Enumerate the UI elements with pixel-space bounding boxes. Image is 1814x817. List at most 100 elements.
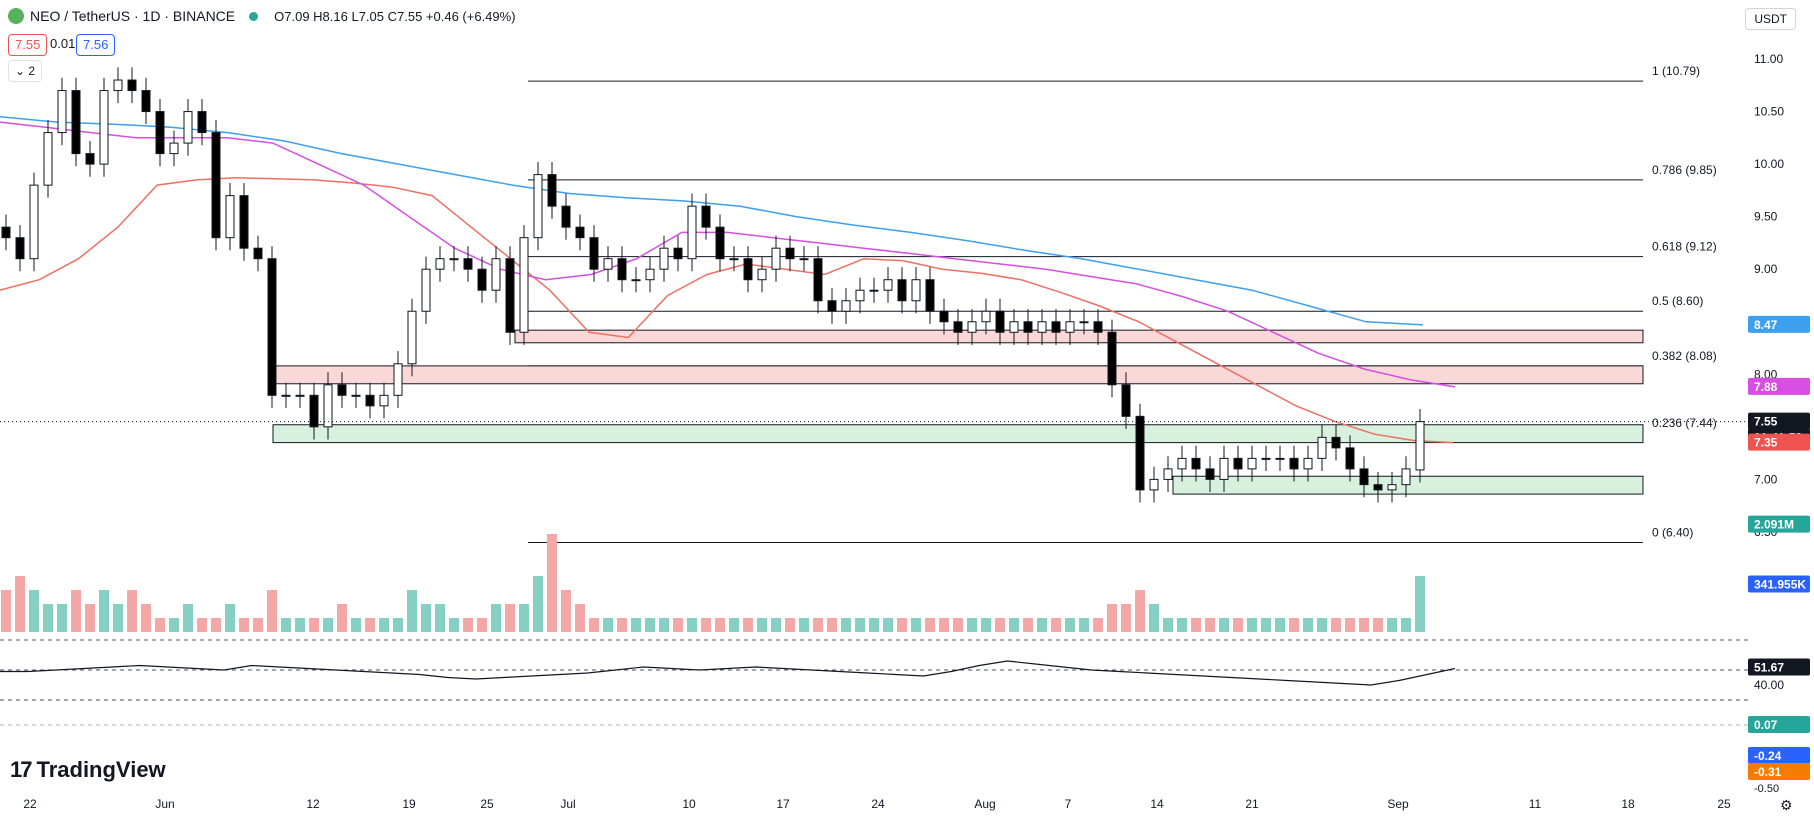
ask-price[interactable]: 7.56 <box>76 34 116 56</box>
candle-body <box>1191 457 1201 470</box>
market-open-icon <box>249 11 259 21</box>
candle-body <box>1205 468 1215 480</box>
volume-bar <box>1317 618 1327 632</box>
volume-bar <box>1303 618 1313 632</box>
candle-body <box>771 247 781 270</box>
macd-value-label-bg <box>1748 747 1810 764</box>
candle-body <box>113 79 123 92</box>
candle-body <box>1387 484 1397 491</box>
y-tick-label: 8.00 <box>1754 367 1778 381</box>
candle-body <box>85 153 95 165</box>
candle-body <box>1023 321 1033 333</box>
volume-bar <box>631 618 641 632</box>
volume-bar <box>1219 618 1229 632</box>
x-tick-label: 14 <box>1150 797 1164 811</box>
candle-body <box>897 279 907 302</box>
candle-body <box>1051 321 1061 333</box>
candle-body <box>1009 321 1019 333</box>
candle-body <box>15 237 25 260</box>
price-axis-label: 2.091M <box>1748 515 1810 533</box>
volume-bar <box>1373 618 1383 632</box>
volume-bar <box>183 604 193 632</box>
volume-bar <box>1121 604 1131 632</box>
volume-bar <box>211 618 221 632</box>
volume-bar <box>953 618 963 632</box>
candle-body <box>827 300 837 312</box>
price-axis-label-bg <box>1748 575 1810 593</box>
volume-bar <box>1345 618 1355 632</box>
volume-bar <box>603 618 613 632</box>
candle-body <box>1 226 11 239</box>
candle-body <box>1401 468 1411 486</box>
y-tick-label: 10.50 <box>1754 105 1784 119</box>
symbol-title[interactable]: NEO / TetherUS · 1D · BINANCE <box>30 8 236 24</box>
volume-bar <box>533 576 543 632</box>
price-axis-label: 7.35 <box>1748 433 1810 451</box>
volume-bar <box>225 604 235 632</box>
rsi-tick-label: 40.00 <box>1754 678 1784 692</box>
currency-selector[interactable]: USDT <box>1745 8 1796 30</box>
volume-bar <box>547 534 557 632</box>
x-tick-label: 11 <box>1529 797 1542 811</box>
macd-value-label-bg <box>1748 716 1810 733</box>
x-tick-label: 18 <box>1621 797 1635 811</box>
price-axis-label-bg <box>1748 412 1810 430</box>
volume-bar <box>281 618 291 632</box>
x-tick-label: 24 <box>871 797 885 811</box>
volume-bar <box>827 618 837 632</box>
settings-gear-icon[interactable]: ⚙ <box>1780 797 1793 813</box>
candle-body <box>281 394 291 397</box>
volume-bar <box>561 590 571 632</box>
candle-body <box>1093 321 1103 333</box>
macd-tick-label: -0.50 <box>1754 783 1779 795</box>
fib-level-label: 1 (10.79) <box>1652 64 1700 78</box>
candle-body <box>1275 457 1285 460</box>
volume-bar <box>169 618 179 632</box>
candle-body <box>309 394 319 428</box>
price-axis-label-text: 7.35 <box>1754 436 1778 450</box>
candle-body <box>631 279 641 282</box>
price-axis-label-bg <box>1748 315 1810 333</box>
volume-bar <box>939 618 949 632</box>
volume-bar <box>29 590 39 632</box>
volume-bar <box>197 618 207 632</box>
candle-body <box>743 258 753 281</box>
price-axis-label-text: 2.091M <box>1754 518 1794 532</box>
volume-bar <box>57 604 67 632</box>
neo-coin-icon <box>8 8 24 24</box>
volume-bar <box>687 618 697 632</box>
candle-body <box>225 195 235 239</box>
x-tick-label: 17 <box>776 797 790 811</box>
volume-bar <box>15 576 25 632</box>
volume-bar <box>43 604 53 632</box>
volume-bar <box>925 618 935 632</box>
volume-bar <box>1149 604 1159 632</box>
volume-bar <box>1065 618 1075 632</box>
volume-bar <box>715 618 725 632</box>
candle-body <box>855 289 865 302</box>
volume-bar <box>1135 590 1145 632</box>
volume-bar <box>71 590 81 632</box>
volume-bar <box>757 618 767 632</box>
volume-bar <box>981 618 991 632</box>
candle-body <box>99 90 109 165</box>
candle-body <box>617 258 627 281</box>
tradingview-mark-icon: 17 <box>10 757 33 782</box>
candle-body <box>869 289 879 292</box>
volume-bar <box>337 604 347 632</box>
candle-body <box>911 279 921 302</box>
volume-bar <box>1079 618 1089 632</box>
volume-bar <box>813 618 823 632</box>
fib-level-label: 0.618 (9.12) <box>1652 240 1717 254</box>
resistance-zone <box>272 365 1644 385</box>
volume-bar <box>589 618 599 632</box>
bid-price[interactable]: 7.55 <box>8 34 48 56</box>
candle-body <box>925 279 935 312</box>
candle-body <box>29 184 39 260</box>
indicators-toggle[interactable]: ⌄ 2 <box>8 60 43 82</box>
candle-body <box>1079 321 1089 324</box>
volume-bar <box>1191 618 1201 632</box>
x-tick-label: 25 <box>480 797 494 811</box>
candle-body <box>1107 331 1117 386</box>
